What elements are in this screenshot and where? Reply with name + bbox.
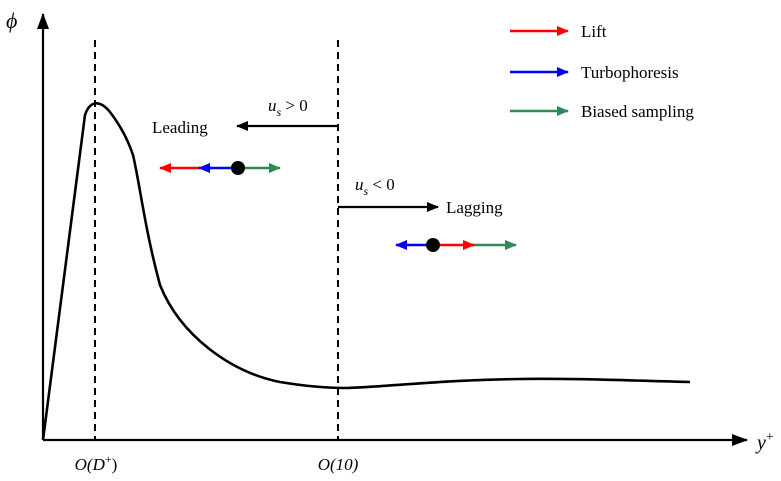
leading-particle (231, 161, 245, 175)
y-axis-label: ϕ (6, 8, 17, 33)
legend-turbophoresis-label: Turbophoresis (581, 63, 679, 82)
tick-label-particle-scale: O(D+) (75, 452, 118, 474)
leading-forces (159, 161, 281, 175)
lagging-particle (426, 238, 440, 252)
us-negative-label: us < 0 (355, 175, 395, 198)
x-axis-label: y+ (755, 430, 774, 454)
concentration-curve (41, 102, 691, 441)
lagging-label: Lagging (446, 198, 503, 217)
legend: Lift Turbophoresis Biased sampling (510, 22, 694, 121)
leading-label: Leading (152, 118, 208, 137)
us-positive-label: us > 0 (268, 96, 308, 119)
legend-biased-sampling-label: Biased sampling (581, 102, 694, 121)
lagging-forces (395, 238, 517, 252)
tick-label-buffer-scale: O(10) (318, 455, 359, 474)
legend-lift-label: Lift (581, 22, 607, 41)
